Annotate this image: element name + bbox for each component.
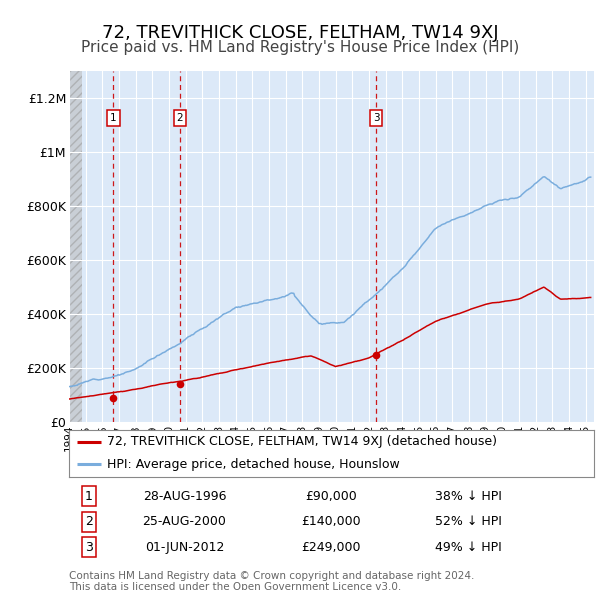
Text: £140,000: £140,000 [302,515,361,529]
Text: HPI: Average price, detached house, Hounslow: HPI: Average price, detached house, Houn… [107,458,400,471]
Text: 72, TREVITHICK CLOSE, FELTHAM, TW14 9XJ: 72, TREVITHICK CLOSE, FELTHAM, TW14 9XJ [101,24,499,42]
Text: 2: 2 [85,515,93,529]
Text: 01-JUN-2012: 01-JUN-2012 [145,541,224,554]
Text: 28-AUG-1996: 28-AUG-1996 [143,490,226,503]
Text: 72, TREVITHICK CLOSE, FELTHAM, TW14 9XJ (detached house): 72, TREVITHICK CLOSE, FELTHAM, TW14 9XJ … [107,435,497,448]
Text: Contains HM Land Registry data © Crown copyright and database right 2024.
This d: Contains HM Land Registry data © Crown c… [69,571,475,590]
Text: 38% ↓ HPI: 38% ↓ HPI [434,490,502,503]
Text: 3: 3 [373,113,379,123]
Text: 25-AUG-2000: 25-AUG-2000 [143,515,226,529]
Text: 1: 1 [85,490,93,503]
Bar [69,71,82,422]
Text: 3: 3 [85,541,93,554]
Text: £90,000: £90,000 [305,490,358,503]
Text: 52% ↓ HPI: 52% ↓ HPI [434,515,502,529]
Text: 2: 2 [176,113,184,123]
Text: Price paid vs. HM Land Registry's House Price Index (HPI): Price paid vs. HM Land Registry's House … [81,40,519,55]
Text: £249,000: £249,000 [302,541,361,554]
Text: 1: 1 [110,113,116,123]
Text: 49% ↓ HPI: 49% ↓ HPI [434,541,502,554]
